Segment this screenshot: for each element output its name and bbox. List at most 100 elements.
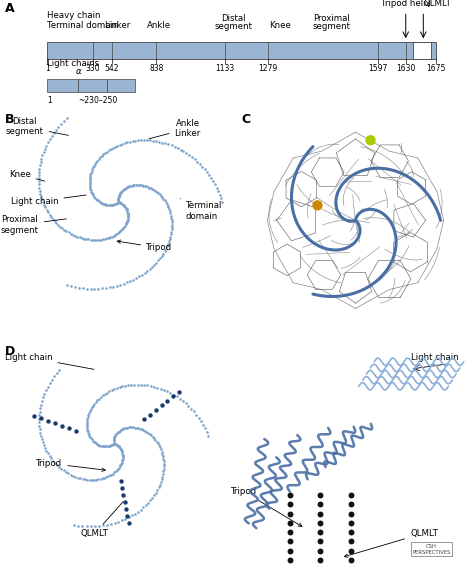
Point [60,466,67,475]
Point [122,203,129,212]
Point [168,213,175,222]
Point [118,139,126,148]
Point [36,418,43,427]
Point [36,421,43,431]
Point [63,114,71,123]
Text: segment: segment [313,22,351,31]
Point [124,214,132,223]
Text: 1133: 1133 [216,64,235,73]
Point [109,440,117,449]
Point [99,474,106,483]
Point [132,180,139,189]
Point [111,432,118,441]
Point [103,234,110,243]
Text: D: D [5,345,15,358]
Point [103,388,111,397]
Point [125,519,132,528]
Point [154,485,161,494]
Point [95,441,103,450]
Point [158,138,166,147]
Point [95,521,103,531]
Point [131,509,138,518]
Point [110,231,118,240]
Text: Tripod helix: Tripod helix [381,0,430,8]
Point [117,445,124,454]
Point [44,383,52,392]
Point [97,198,104,207]
Point [201,164,209,173]
Point [164,140,172,149]
Point [84,411,92,420]
Point [153,437,160,446]
Point [95,197,102,206]
Point [73,426,80,435]
Point [37,192,45,201]
Text: 1279: 1279 [258,64,277,73]
Point [36,186,44,195]
Point [92,439,100,448]
Point [134,380,141,389]
Point [37,400,45,409]
Point [118,458,125,467]
Point [141,427,149,436]
Point [86,175,93,184]
Point [51,216,58,225]
Bar [413,42,431,59]
Text: 1597: 1597 [369,64,388,73]
Point [87,170,94,179]
Point [110,384,118,393]
Point [161,247,168,256]
Point [317,546,324,555]
Point [210,177,217,186]
Point [36,161,44,170]
Point [114,141,121,150]
Point [317,528,324,537]
Point [123,205,130,214]
Point [93,156,101,165]
Point [138,181,146,190]
Point [55,220,62,229]
Point [199,162,206,171]
Point [118,224,126,233]
Point [119,450,127,459]
Point [58,464,65,473]
Point [53,368,61,377]
Point [118,448,126,457]
Point [95,475,102,484]
Point [98,284,106,293]
Point [83,284,91,293]
Text: 1675: 1675 [427,64,446,73]
Point [95,155,102,164]
Point [128,511,136,520]
Point [347,537,355,546]
Point [109,469,117,478]
Point [65,228,73,237]
Point [135,180,143,189]
Point [150,260,158,270]
Point [86,475,93,484]
Point [213,183,220,192]
Point [88,435,95,444]
Text: A: A [5,2,14,15]
Point [127,423,134,432]
Point [47,212,55,221]
Point [117,459,125,468]
Point [83,475,91,484]
Point [89,164,96,173]
Point [159,454,167,463]
Point [128,181,136,190]
Point [85,408,92,418]
Point [55,366,63,375]
Point [44,449,52,458]
Text: Linker: Linker [104,21,130,30]
Point [110,439,118,448]
Point [94,284,102,293]
Point [117,425,125,434]
Point [99,199,107,208]
Point [89,436,96,445]
Point [140,136,148,145]
Point [65,424,73,433]
Point [83,418,91,427]
Point [144,428,152,437]
Point [36,415,43,424]
